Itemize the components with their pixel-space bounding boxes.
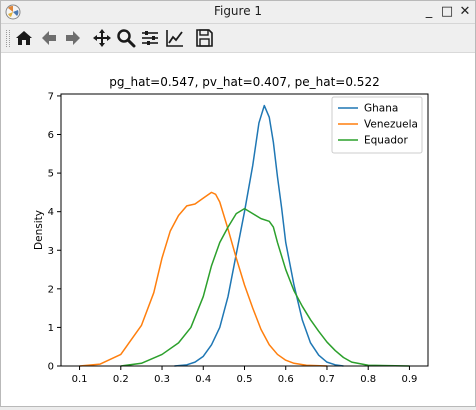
subplots-icon (142, 31, 158, 45)
close-button[interactable]: ✕ (459, 4, 471, 19)
title-bar[interactable]: Figure 1 _ □ ✕ (1, 1, 475, 24)
series-line-ghana (174, 104, 344, 367)
matplotlib-logo-icon (5, 4, 21, 20)
series-line-venezuela (79, 191, 327, 367)
legend-label-venezuela: Venezuela (364, 119, 418, 131)
y-tick-label: 6 (48, 130, 54, 141)
density-chart: pg_hat=0.547, pv_hat=0.407, pe_hat=0.522… (33, 75, 429, 385)
y-tick-label: 1 (48, 323, 54, 334)
save-icon (196, 29, 213, 47)
window-title: Figure 1 (213, 4, 263, 18)
forward-arrow-icon (66, 31, 80, 45)
y-axis-label: Density (33, 210, 45, 250)
navigation-toolbar (1, 24, 475, 53)
x-tick-label: 0.4 (195, 374, 211, 385)
x-tick-label: 0.3 (154, 374, 170, 385)
x-tick-label: 0.6 (278, 374, 294, 385)
x-tick-label: 0.1 (72, 374, 88, 385)
legend-label-equador: Equador (364, 135, 408, 147)
edit-axis-icon (166, 30, 183, 47)
back-button[interactable] (38, 27, 60, 49)
y-tick-label: 2 (48, 284, 54, 295)
edit-axis-button[interactable] (164, 27, 186, 49)
y-tick-label: 5 (48, 169, 54, 180)
x-tick-label: 0.5 (237, 374, 253, 385)
pan-button[interactable] (91, 27, 113, 49)
legend-label-ghana: Ghana (364, 103, 398, 115)
home-icon (16, 31, 32, 45)
x-tick-label: 0.9 (401, 374, 417, 385)
zoom-icon (117, 29, 136, 48)
zoom-button[interactable] (115, 27, 137, 49)
home-button[interactable] (13, 27, 35, 49)
legend-box (331, 96, 423, 154)
subplots-button[interactable] (139, 27, 161, 49)
y-tick-label: 0 (48, 362, 54, 373)
back-arrow-icon (42, 31, 56, 45)
toolbar-grip[interactable] (6, 30, 10, 47)
pan-icon (93, 29, 111, 47)
x-tick-label: 0.8 (360, 374, 376, 385)
forward-button[interactable] (62, 27, 84, 49)
y-tick-label: 4 (48, 207, 54, 218)
x-tick-label: 0.7 (319, 374, 335, 385)
y-tick-label: 3 (48, 246, 54, 257)
y-tick-label: 7 (48, 91, 54, 102)
figure-canvas[interactable]: pg_hat=0.547, pv_hat=0.407, pe_hat=0.522… (1, 53, 475, 406)
x-tick-label: 0.2 (113, 374, 129, 385)
minimize-button[interactable]: _ (425, 4, 433, 19)
save-button[interactable] (193, 27, 215, 49)
chart-title: pg_hat=0.547, pv_hat=0.407, pe_hat=0.522 (109, 75, 379, 89)
series-line-equador (120, 207, 410, 367)
maximize-button[interactable]: □ (440, 4, 454, 19)
